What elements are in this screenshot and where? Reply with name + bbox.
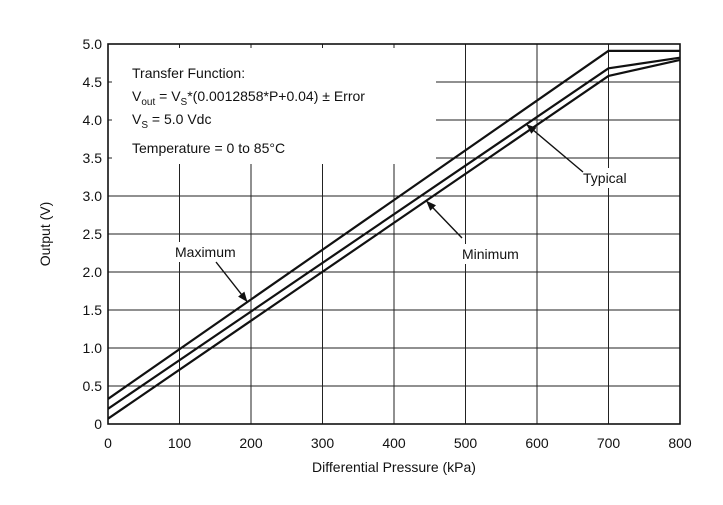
series-lines	[107, 49, 681, 420]
callout-bg-maximum	[171, 242, 240, 262]
plot-frame	[107, 43, 681, 425]
y-tick-label: 3.5	[83, 150, 103, 166]
y-tick-label: 3.0	[83, 188, 103, 204]
callout-arrowhead-maximum	[238, 291, 248, 302]
callout-label-minimum: Minimum	[462, 246, 519, 262]
y-tick-label: 0	[94, 416, 102, 432]
x-tick-label: 200	[239, 435, 263, 451]
y-tick-label: 0.5	[83, 378, 103, 394]
x-axis-title: Differential Pressure (kPa)	[312, 459, 476, 475]
x-tick-label: 500	[454, 435, 478, 451]
callout-arrowhead-minimum	[426, 200, 436, 211]
y-tick-label: 1.5	[83, 302, 103, 318]
annotation-background	[112, 48, 436, 164]
y-tick-labels: 0 0.5 1.0 1.5 2.0 2.5 3.0 3.5 4.0 4.5 5.0	[83, 36, 103, 432]
callout-arrow-typical	[525, 123, 584, 173]
x-tick-label: 300	[311, 435, 335, 451]
callout-label-maximum: Maximum	[175, 244, 236, 260]
y-tick-label: 2.0	[83, 264, 103, 280]
series-line-maximum	[107, 49, 680, 400]
series-callouts: Maximum Typical Minimum	[171, 123, 648, 303]
y-tick-label: 1.0	[83, 340, 103, 356]
x-tick-label: 400	[382, 435, 406, 451]
y-axis-title: Output (V)	[37, 202, 53, 267]
x-tick-label: 100	[168, 435, 192, 451]
y-tick-label: 4.5	[83, 74, 103, 90]
x-tick-labels: 0 100 200 300 400 500 600 700 800	[104, 435, 692, 451]
callout-label-typical: Typical	[583, 170, 627, 186]
annotation-line-4: Temperature = 0 to 85°C	[132, 140, 285, 156]
series-line-minimum	[107, 58, 681, 420]
y-tick-label: 2.5	[83, 226, 103, 242]
x-tick-label: 600	[525, 435, 549, 451]
annotation-line-3: VS = 5.0 Vdc	[132, 111, 211, 131]
callout-bg-typical	[579, 168, 648, 188]
x-tick-label: 700	[597, 435, 621, 451]
annotation-line-1: Transfer Function:	[132, 65, 245, 81]
x-tick-label: 800	[668, 435, 692, 451]
callout-arrowhead-typical	[526, 124, 537, 134]
x-tick-label: 0	[104, 435, 112, 451]
annotation-line-2: Vout = VS*(0.0012858*P+0.04) ± Error	[132, 88, 365, 108]
callout-bg-minimum	[458, 244, 527, 264]
y-tick-label: 5.0	[83, 36, 103, 52]
y-tick-label: 4.0	[83, 112, 103, 128]
series-line-typical	[107, 56, 681, 410]
